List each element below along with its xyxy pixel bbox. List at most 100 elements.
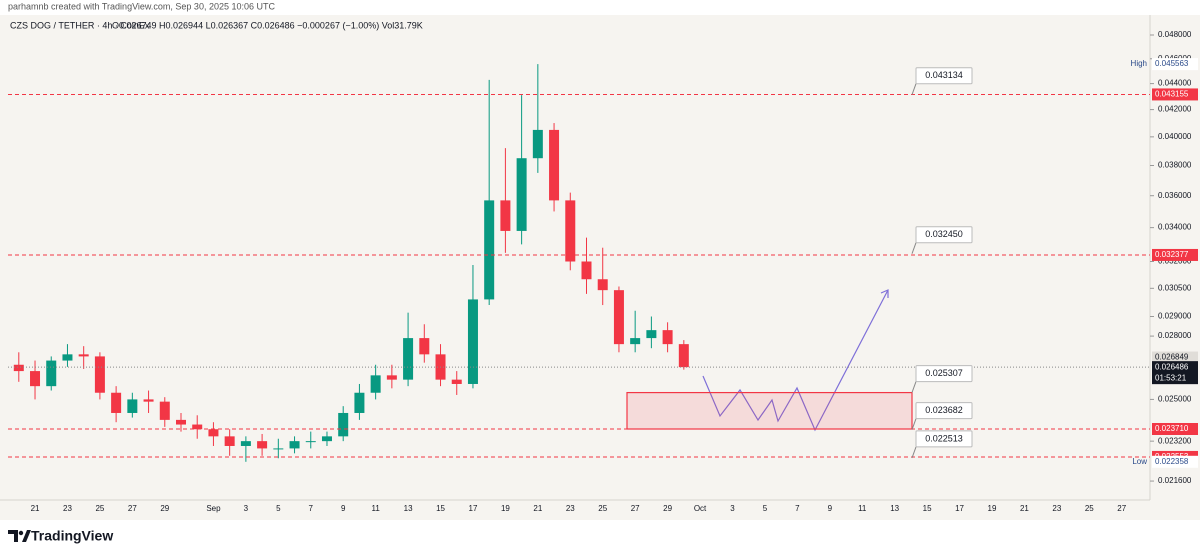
logo-slash: [22, 530, 31, 542]
annotation-leader: [911, 242, 917, 254]
y-tick-label: 0.028000: [1158, 331, 1192, 340]
candle-body: [630, 338, 641, 345]
prev-close-tag: 0.026849: [1155, 353, 1189, 362]
level-tag-bg: [1152, 422, 1198, 435]
x-tick-label: 23: [63, 504, 72, 513]
x-tick-label: Sep: [206, 504, 221, 513]
projection-arrow: [880, 289, 889, 298]
y-tick-label: 0.044000: [1158, 79, 1192, 88]
x-tick-label: 21: [31, 504, 40, 513]
candle-body: [192, 424, 203, 430]
candle-body: [240, 441, 251, 446]
annotation-box: [915, 226, 973, 244]
candle-body: [597, 279, 608, 291]
brand-logo: TradingView: [8, 528, 113, 544]
candle-body: [451, 379, 462, 384]
x-tick-label: 29: [160, 504, 169, 513]
candle-body: [208, 429, 219, 437]
x-tick-label: 25: [598, 504, 607, 513]
x-tick-label: 19: [501, 504, 510, 513]
candle-body: [159, 401, 170, 420]
candle-body: [549, 129, 560, 201]
x-tick-label: 17: [955, 504, 964, 513]
y-tick-label: 0.030500: [1158, 283, 1192, 292]
annotation-label: 0.032450: [925, 229, 963, 239]
plot: [13, 64, 689, 462]
x-tick-label: 15: [436, 504, 445, 513]
x-tick-label: 5: [763, 504, 768, 513]
projection: [702, 289, 889, 432]
y-tick-label: 0.025000: [1158, 395, 1192, 404]
prev-close-tag-bg: [1152, 351, 1198, 364]
chart-title: CZS DOG / TETHER · 4h · CoinEx: [10, 20, 150, 30]
logo-mark: [8, 530, 18, 542]
annotation-label: 0.023682: [925, 405, 963, 415]
annotation-leader: [911, 418, 917, 430]
x-tick-label: 9: [828, 504, 833, 513]
projection-path: [702, 289, 889, 432]
chart-panel: [0, 15, 1200, 520]
x-tick-label: 23: [1052, 504, 1061, 513]
candle-body: [516, 158, 527, 231]
candle-body: [565, 200, 576, 262]
level-tag-bg: [1152, 88, 1198, 101]
zone: [626, 391, 913, 430]
x-tick-label: 9: [341, 504, 346, 513]
annotation-box: [915, 67, 973, 85]
logo-dot: [18, 530, 24, 536]
candle-body: [500, 200, 511, 231]
last-tag-bg: [1152, 361, 1198, 385]
level-tag: 0.023710: [1155, 424, 1189, 433]
high-label: High: [1131, 59, 1147, 68]
x-tick-label: 3: [730, 504, 735, 513]
x-tick-label: 21: [533, 504, 542, 513]
candle-body: [484, 200, 495, 300]
x-tick-label: 27: [631, 504, 640, 513]
candle-body: [78, 354, 89, 357]
y-tick-label: 0.038000: [1158, 161, 1192, 170]
annotation-label: 0.025307: [925, 368, 963, 378]
x-tick-label: 17: [469, 504, 478, 513]
annotation-box: [915, 402, 973, 420]
level-tag: 0.032377: [1155, 250, 1189, 259]
y-tick-label: 0.023200: [1158, 436, 1192, 445]
y-tick-label: 0.040000: [1158, 132, 1192, 141]
brand: TradingView: [31, 528, 113, 544]
x-tick-label: 25: [1085, 504, 1094, 513]
y-tick-label: 0.029000: [1158, 312, 1192, 321]
x-tick-label: 7: [309, 504, 314, 513]
x-tick-label: 15: [923, 504, 932, 513]
candle-body: [581, 261, 592, 280]
annotation-label: 0.043134: [925, 70, 963, 80]
candle-body: [13, 364, 24, 372]
x-tick-label: 3: [244, 504, 249, 513]
y-tick-label: 0.032000: [1158, 257, 1192, 266]
candle-body: [419, 338, 430, 355]
annotation-leader: [911, 83, 917, 95]
countdown: 01:53:21: [1155, 373, 1187, 382]
x-tick-label: 27: [128, 504, 137, 513]
candle-body: [321, 436, 332, 442]
x-tick-label: 11: [858, 504, 867, 513]
candle-body: [289, 441, 300, 449]
candle-body: [46, 360, 57, 387]
candle-body: [338, 412, 349, 437]
y-tick-label: 0.042000: [1158, 105, 1192, 114]
x-tick-label: 27: [1117, 504, 1126, 513]
candle-body: [662, 330, 673, 345]
annotation-leader: [911, 446, 917, 459]
high-tag: 0.045563: [1155, 59, 1189, 68]
candle-body: [127, 399, 138, 413]
annotation-leader: [911, 381, 917, 393]
candle-body: [532, 129, 543, 159]
y-tick-label: 0.036000: [1158, 191, 1192, 200]
high-tag-bg: [1152, 58, 1198, 71]
x-tick-label: 13: [404, 504, 413, 513]
x-tick-label: 11: [371, 504, 380, 513]
candle-body: [467, 299, 478, 384]
y-tick-label: 0.048000: [1158, 30, 1192, 39]
level-tag-bg: [1152, 248, 1198, 261]
annotation-box: [915, 430, 973, 448]
candle-body: [224, 436, 235, 446]
